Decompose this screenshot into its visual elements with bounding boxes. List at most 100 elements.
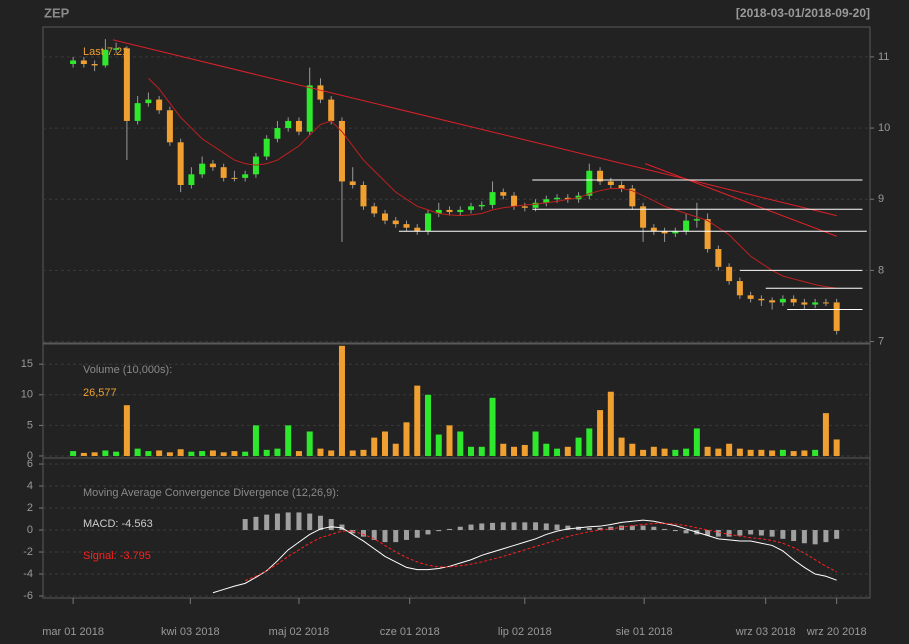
histogram-bar: [834, 530, 840, 539]
candle-body: [403, 224, 410, 228]
x-tick-label: wrz 03 2018: [735, 626, 796, 638]
volume-bar: [328, 450, 335, 456]
volume-bar: [188, 451, 195, 456]
volume-bar: [769, 450, 776, 456]
candle-body: [145, 99, 152, 104]
candle-body: [715, 249, 722, 267]
histogram-bar: [522, 522, 528, 531]
candle-body: [554, 197, 561, 200]
volume-bar: [392, 443, 399, 456]
candle-body: [812, 302, 819, 305]
x-tick-label: cze 01 2018: [380, 626, 440, 638]
volume-bar: [381, 431, 388, 456]
candle-body: [779, 298, 786, 303]
y-tick-label: 10: [21, 389, 33, 401]
volume-bar: [726, 443, 733, 456]
volume-bar: [371, 437, 378, 456]
candle-body: [521, 206, 528, 208]
y-tick-label: -4: [23, 568, 33, 580]
panel-frame: [42, 26, 871, 344]
volume-bar: [758, 449, 765, 456]
candle-body: [683, 220, 690, 232]
candle-body: [736, 281, 743, 296]
histogram-bar: [490, 522, 496, 531]
candle-body: [532, 202, 539, 208]
histogram-bar: [683, 530, 689, 534]
histogram-bar: [801, 530, 807, 544]
histogram-bar: [672, 530, 678, 532]
y-tick-label: 7: [878, 335, 884, 347]
volume-bar: [199, 451, 206, 456]
candle-body: [758, 298, 765, 301]
y-tick-label: 5: [27, 419, 33, 431]
macd-line: [244, 522, 837, 582]
histogram-bar: [758, 530, 764, 536]
histogram-bar: [382, 530, 388, 543]
last-price-label: Last 7.21: [83, 46, 128, 58]
histogram-bar: [296, 512, 302, 531]
histogram-bar: [780, 530, 786, 539]
x-tick-label: wrz 20 2018: [806, 626, 867, 638]
candle-body: [242, 174, 249, 178]
volume-bar: [91, 452, 98, 456]
candle-body: [317, 85, 324, 100]
candle-body: [543, 199, 550, 203]
volume-bar: [231, 451, 238, 456]
y-tick-label: 11: [878, 51, 889, 63]
volume-bar: [134, 448, 141, 456]
volume-bar: [586, 428, 593, 456]
histogram-bar: [274, 513, 280, 531]
candle-body: [209, 163, 216, 168]
histogram-bar: [457, 526, 463, 531]
volume-bar: [532, 431, 539, 456]
histogram-bar: [662, 528, 668, 531]
legend-entry: MACD: -4.563: [83, 518, 153, 530]
candle-body: [220, 167, 227, 178]
histogram-bar: [339, 524, 345, 531]
y-tick-label: 9: [878, 193, 884, 205]
x-tick-label: sie 01 2018: [616, 626, 673, 638]
candle-body: [661, 231, 668, 234]
candle-body: [672, 231, 679, 234]
chart-title: ZEP: [44, 5, 70, 20]
candle-body: [231, 177, 238, 179]
candle-body: [478, 204, 485, 207]
x-tick-label: maj 02 2018: [269, 626, 330, 638]
histogram-bar: [371, 530, 377, 540]
candle-body: [177, 142, 184, 185]
volume-bar: [478, 446, 485, 456]
volume-bar: [306, 431, 313, 456]
volume-bar: [554, 448, 561, 456]
candle-body: [295, 120, 302, 132]
histogram-bar: [565, 525, 571, 531]
volume-bar: [177, 449, 184, 456]
candle-body: [425, 213, 432, 232]
volume-bar: [446, 425, 453, 456]
volume-bar: [468, 446, 475, 456]
y-tick-label: -2: [23, 546, 33, 558]
volume-bar: [672, 449, 679, 456]
volume-bar: [285, 425, 292, 456]
candle-body: [80, 60, 87, 65]
x-tick-label: lip 02 2018: [498, 626, 552, 638]
histogram-bar: [823, 530, 829, 543]
candle-body: [371, 206, 378, 214]
histogram-bar: [479, 523, 485, 531]
candle-body: [618, 185, 625, 189]
volume-bar: [274, 448, 281, 456]
candle-body: [113, 48, 120, 50]
histogram-bar: [307, 513, 313, 531]
histogram-bar: [715, 530, 721, 537]
candle-body: [597, 170, 604, 182]
histogram-bar: [500, 522, 506, 531]
y-tick-label: 8: [878, 264, 884, 276]
volume-bar: [145, 451, 152, 456]
macd-line: [212, 519, 837, 594]
moving-average: [148, 77, 837, 289]
histogram-bar: [608, 526, 614, 531]
histogram-bar: [619, 525, 625, 531]
histogram-bar: [533, 522, 539, 531]
candle-body: [123, 48, 130, 121]
histogram-bar: [726, 530, 732, 537]
volume-bar: [295, 451, 302, 456]
